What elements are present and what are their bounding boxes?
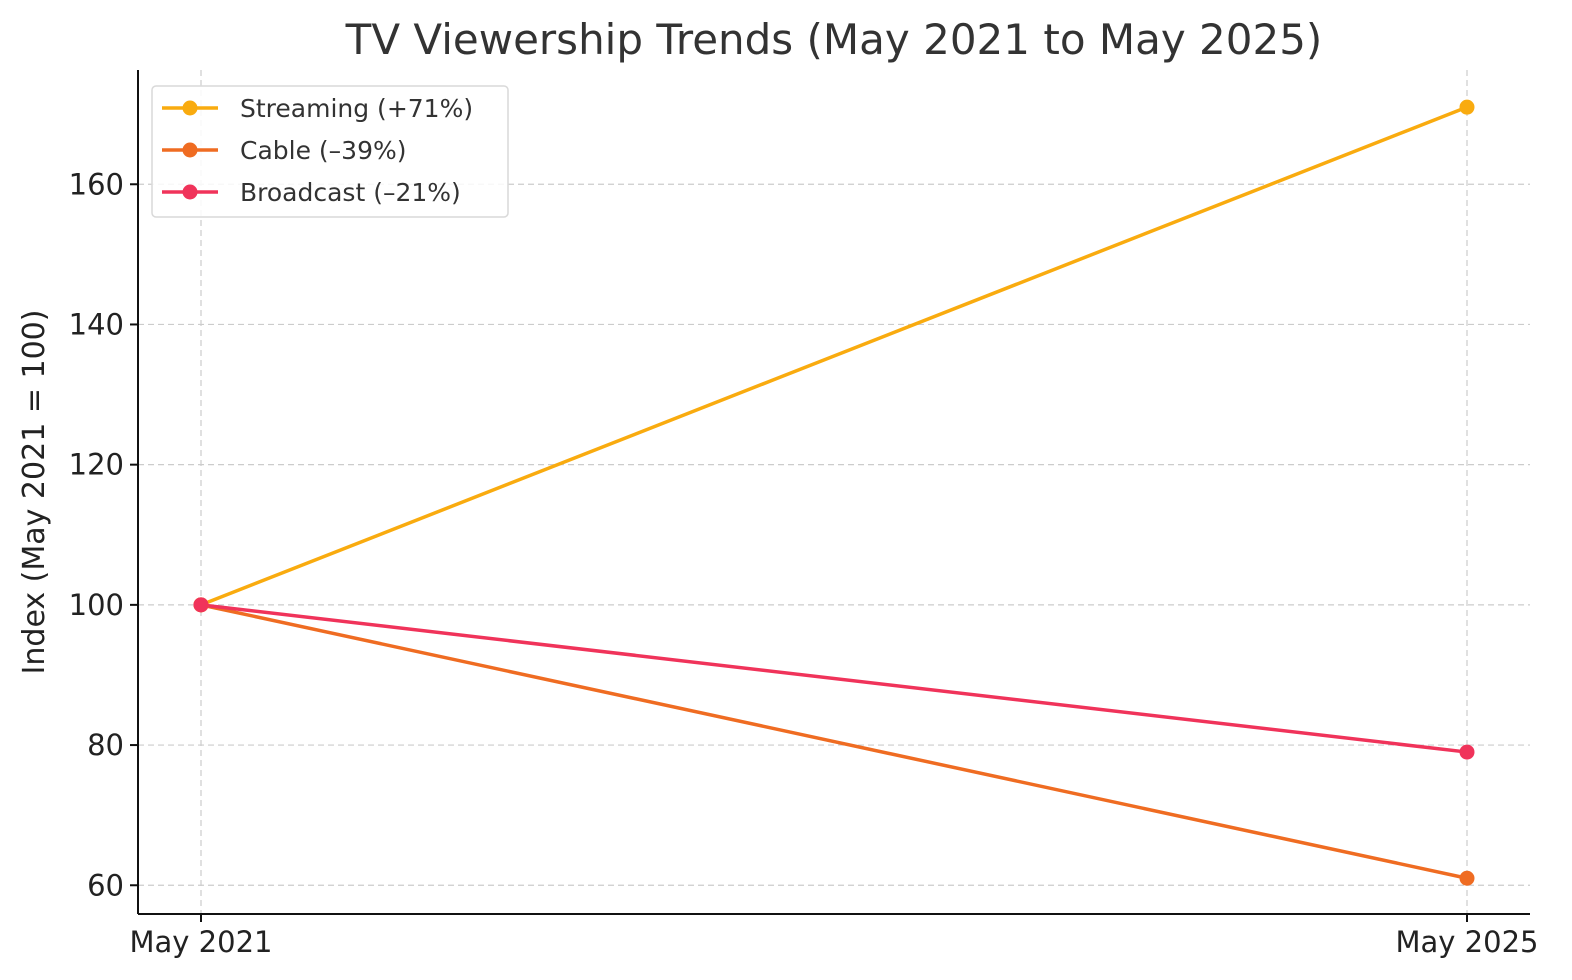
series-line-0 bbox=[199, 105, 1469, 607]
legend-box bbox=[151, 85, 509, 218]
legend-label: Cable (–39%) bbox=[240, 136, 407, 165]
legend-swatch-marker bbox=[182, 184, 198, 200]
data-point bbox=[1459, 99, 1475, 115]
series bbox=[193, 99, 1475, 886]
data-point bbox=[1459, 870, 1475, 886]
x-tick-label: May 2025 bbox=[1396, 925, 1539, 959]
series-line-1 bbox=[199, 603, 1469, 880]
y-axis-label: Index (May 2021 = 100) bbox=[17, 310, 52, 675]
x-tick-label: May 2021 bbox=[130, 925, 273, 959]
y-tick-label: 160 bbox=[69, 167, 124, 201]
series-line-2 bbox=[199, 603, 1469, 754]
chart-title: TV Viewership Trends (May 2021 to May 20… bbox=[345, 15, 1323, 64]
y-tick-label: 140 bbox=[69, 307, 124, 341]
legend: Streaming (+71%) Cable (–39%) Broadcast (–… bbox=[151, 85, 509, 218]
y-tick-label: 100 bbox=[69, 588, 124, 622]
legend-label: Streaming (+71%) bbox=[240, 94, 473, 123]
axes bbox=[137, 70, 1530, 915]
legend-label: Broadcast (–21%) bbox=[240, 178, 461, 207]
data-point bbox=[1459, 744, 1475, 760]
y-tick-label: 80 bbox=[87, 728, 124, 762]
y-tick-label: 120 bbox=[69, 448, 124, 482]
legend-swatch-marker bbox=[182, 142, 198, 158]
tick-labels: 60 80 100 120 140 160 May 2021 May 2025 bbox=[69, 167, 1539, 959]
legend-swatch-marker bbox=[182, 100, 198, 116]
y-tick-label: 60 bbox=[87, 868, 124, 902]
data-point bbox=[193, 597, 209, 613]
